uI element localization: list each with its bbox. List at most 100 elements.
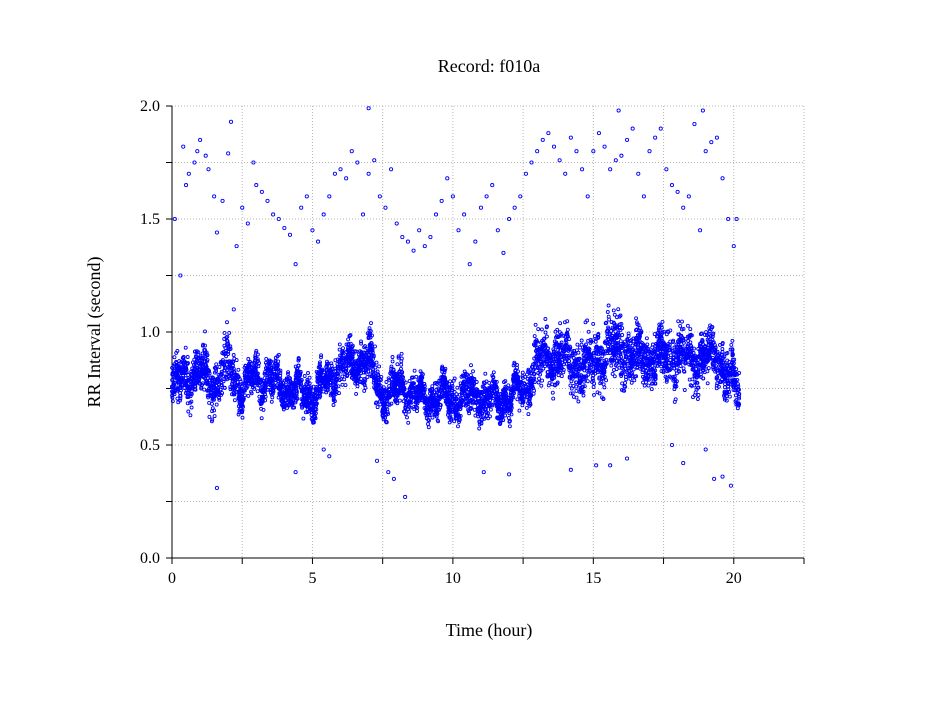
data-point xyxy=(223,338,226,341)
data-point xyxy=(586,380,589,383)
data-point xyxy=(541,379,544,382)
data-point xyxy=(320,354,323,357)
data-point xyxy=(516,398,519,401)
data-point xyxy=(734,394,737,397)
data-point xyxy=(449,380,452,383)
data-point xyxy=(226,321,229,324)
data-point xyxy=(173,356,176,359)
y-tick-label: 1.0 xyxy=(140,324,160,341)
data-point xyxy=(270,400,273,403)
data-point xyxy=(624,381,627,384)
data-point xyxy=(378,365,381,368)
data-point xyxy=(235,359,238,362)
data-point xyxy=(332,404,335,407)
data-point xyxy=(374,345,377,348)
data-point xyxy=(651,346,654,349)
data-point xyxy=(582,394,585,397)
data-point xyxy=(621,382,624,385)
data-point xyxy=(208,401,211,404)
x-tick-label: 15 xyxy=(585,570,601,587)
data-point xyxy=(630,381,633,384)
data-point xyxy=(642,381,645,384)
data-point xyxy=(203,388,206,391)
data-point xyxy=(643,384,646,387)
data-point xyxy=(645,337,648,340)
data-point xyxy=(492,371,495,374)
data-point xyxy=(187,410,190,413)
chart-title: Record: f010a xyxy=(438,56,540,76)
data-point xyxy=(537,328,540,331)
data-point xyxy=(415,375,418,378)
data-point xyxy=(683,389,686,392)
data-point xyxy=(237,368,240,371)
data-point xyxy=(610,364,613,367)
data-point xyxy=(171,400,174,403)
x-tick-label: 20 xyxy=(726,570,742,587)
data-point xyxy=(612,309,615,312)
data-point xyxy=(338,348,341,351)
data-point xyxy=(247,358,250,361)
data-point xyxy=(223,331,226,334)
data-point xyxy=(355,392,358,395)
data-point xyxy=(617,308,620,311)
data-point xyxy=(190,406,193,409)
data-point xyxy=(544,318,547,321)
data-point xyxy=(540,328,543,331)
data-point xyxy=(560,375,563,378)
data-point xyxy=(542,367,545,370)
data-point xyxy=(632,368,635,371)
data-point xyxy=(391,356,394,359)
data-point xyxy=(602,383,605,386)
data-point xyxy=(189,414,192,417)
data-point xyxy=(577,400,580,403)
data-point xyxy=(689,328,692,331)
x-tick-label: 0 xyxy=(168,570,176,587)
data-point xyxy=(385,381,388,384)
data-point xyxy=(408,380,411,383)
data-point xyxy=(184,346,187,349)
data-point xyxy=(374,366,377,369)
data-point xyxy=(552,397,555,400)
data-point xyxy=(737,383,740,386)
data-point xyxy=(256,390,259,393)
data-point xyxy=(398,399,401,402)
data-point xyxy=(577,351,580,354)
data-point xyxy=(303,375,306,378)
data-point xyxy=(686,324,689,327)
data-point xyxy=(728,395,731,398)
data-point xyxy=(186,356,189,359)
data-point xyxy=(605,379,608,382)
data-point xyxy=(537,381,540,384)
data-point xyxy=(707,367,710,370)
x-tick-label: 5 xyxy=(308,570,316,587)
data-point xyxy=(363,389,366,392)
data-point xyxy=(566,328,569,331)
data-point xyxy=(457,425,460,428)
data-point xyxy=(681,320,684,323)
data-point xyxy=(347,338,350,341)
data-point xyxy=(569,384,572,387)
data-point xyxy=(673,346,676,349)
data-point xyxy=(489,408,492,411)
data-point xyxy=(507,417,510,420)
data-point xyxy=(677,320,680,323)
data-point xyxy=(400,352,403,355)
data-point xyxy=(580,339,583,342)
data-point xyxy=(551,391,554,394)
data-point xyxy=(559,322,562,325)
data-point xyxy=(338,343,341,346)
data-point xyxy=(730,343,733,346)
data-point xyxy=(557,374,560,377)
data-point xyxy=(607,304,610,307)
data-point xyxy=(375,361,378,364)
y-tick-label: 0.0 xyxy=(140,550,160,567)
data-point xyxy=(343,378,346,381)
data-point xyxy=(431,416,434,419)
data-point xyxy=(391,360,394,363)
data-point xyxy=(697,394,700,397)
data-point xyxy=(629,377,632,380)
y-tick-label: 1.5 xyxy=(140,211,160,228)
data-point xyxy=(406,416,409,419)
